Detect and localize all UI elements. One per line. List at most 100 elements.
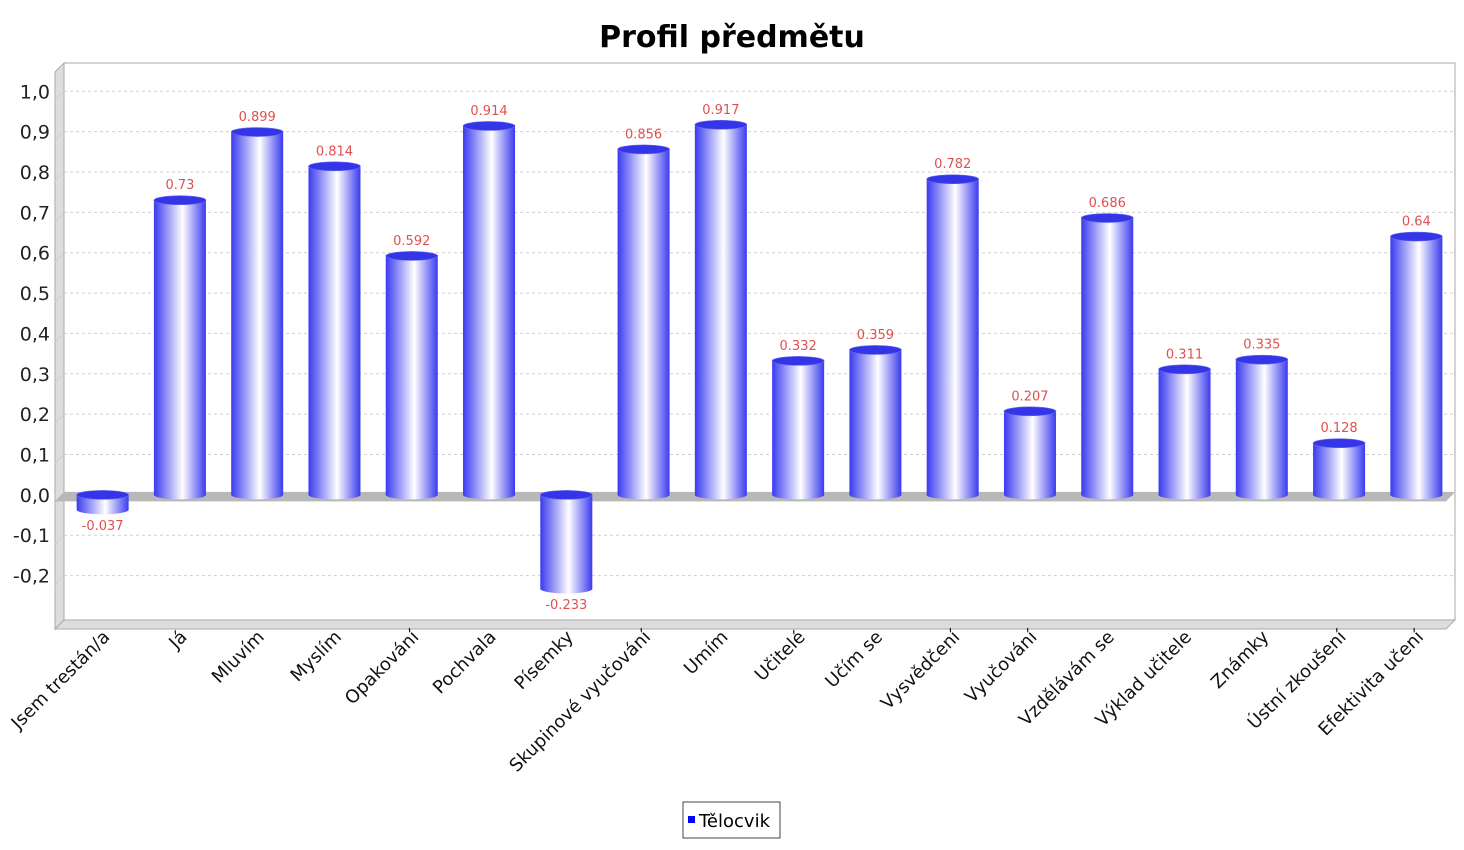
bar-body <box>231 132 284 500</box>
bars <box>76 119 1443 594</box>
bar-body <box>463 125 516 500</box>
bar-body <box>1313 443 1366 500</box>
grid-line-wall <box>54 333 65 343</box>
x-tick-label: Mluvím <box>208 627 269 688</box>
data-label: 0.335 <box>1243 338 1280 353</box>
bar-cap <box>1158 364 1211 375</box>
bar <box>308 161 361 500</box>
y-tick-label: -0,1 <box>13 525 50 547</box>
plot-floor <box>53 619 1457 630</box>
bar-cap <box>385 251 439 261</box>
y-tick-label: 0,7 <box>20 202 50 224</box>
bar <box>771 356 825 500</box>
bar <box>694 119 748 500</box>
x-tick-label: Vysvědčení <box>877 626 965 714</box>
bar-cap <box>1312 438 1366 449</box>
bar-body <box>153 200 206 500</box>
bar-body <box>1081 217 1134 500</box>
bar-body <box>772 360 825 500</box>
data-label: 0.73 <box>165 178 194 193</box>
data-label: 0.914 <box>470 104 507 119</box>
plot-frame <box>53 61 1457 631</box>
y-tick-label: 0,2 <box>20 404 50 426</box>
bar-cap <box>694 119 748 130</box>
data-label: 0.814 <box>316 144 353 159</box>
data-label: 0.359 <box>857 328 894 343</box>
legend-label: Tělocvik <box>698 811 771 832</box>
grid-line-wall <box>54 575 65 585</box>
x-tick-label: Opakování <box>341 626 424 709</box>
bar-cap <box>153 195 207 206</box>
x-tick-label: Skupinové vyučování <box>505 626 655 776</box>
x-tick-label: Vyučování <box>961 626 1042 707</box>
data-label: 0.782 <box>934 157 971 172</box>
bar-body <box>926 179 979 500</box>
grid-line-wall <box>54 252 65 263</box>
data-labels: -0.037 0.73 0.899 0.814 0.592 0.914 -0.233 0.85… <box>82 103 1431 613</box>
plot-area <box>63 62 1456 621</box>
bar <box>1080 213 1134 500</box>
y-tick-label: 0,1 <box>20 445 50 467</box>
data-label: 0.128 <box>1320 421 1357 436</box>
y-tick-label: 0,4 <box>20 323 50 345</box>
bar-cap <box>849 345 902 355</box>
bar <box>1003 406 1057 500</box>
data-label: 0.207 <box>1011 389 1048 404</box>
x-tick-label: Myslím <box>287 627 346 686</box>
bar-body <box>1235 359 1288 500</box>
bar <box>926 174 979 500</box>
y-axis: -0,2 -0,1 0,0 0,1 0,2 0,3 0,4 0,5 0,6 0,7 0,8 0,9 1,… <box>13 81 50 587</box>
bar <box>230 127 284 500</box>
grid-line-wall <box>54 90 65 101</box>
grid-line-wall <box>54 292 65 303</box>
bar <box>76 490 129 515</box>
y-tick-label: 0,6 <box>20 243 50 265</box>
data-label: -0.233 <box>545 598 587 613</box>
bar-cap <box>1003 406 1057 417</box>
grid-line-wall <box>54 211 65 222</box>
bar <box>385 251 439 500</box>
bar-cap <box>308 161 361 172</box>
x-tick-label: Známky <box>1207 626 1274 693</box>
data-label: -0.037 <box>82 519 124 534</box>
grid-line-wall <box>54 454 65 464</box>
bar-cap <box>1235 354 1289 365</box>
x-tick-label: Umím <box>680 627 733 680</box>
bar-body <box>385 255 438 500</box>
legend-marker <box>688 816 695 823</box>
bar-cap <box>1390 231 1443 242</box>
bar <box>462 121 516 500</box>
x-tick-label: Já <box>164 627 191 654</box>
bar <box>153 195 207 500</box>
y-tick-label: 1,0 <box>20 81 50 103</box>
bar-body <box>308 166 361 500</box>
data-label: 0.311 <box>1166 347 1203 362</box>
bar-cap <box>617 144 670 155</box>
bar <box>540 490 593 594</box>
plot-left-wall <box>54 61 65 631</box>
data-label: 0.332 <box>780 339 817 354</box>
bar <box>1235 354 1289 500</box>
bar-body <box>849 349 902 500</box>
data-label: 0.856 <box>625 127 662 142</box>
grid-line-wall <box>54 131 65 141</box>
data-label: 0.592 <box>393 234 430 249</box>
x-tick-label: Pochvala <box>429 627 501 699</box>
y-tick-label: 0,5 <box>20 283 50 305</box>
x-tick-label: Učitelé <box>751 627 810 686</box>
bar <box>617 144 670 500</box>
bar-body <box>540 494 593 594</box>
bar-body <box>1158 369 1211 500</box>
y-tick-label: -0,2 <box>13 566 50 588</box>
grid-line-wall <box>54 534 65 545</box>
bar <box>1312 438 1366 500</box>
data-label: 0.64 <box>1402 215 1431 230</box>
grid-line-wall <box>54 171 65 182</box>
bar <box>1390 231 1443 500</box>
y-tick-label: 0,0 <box>20 485 50 507</box>
chart-title: Profil předmětu <box>599 20 865 55</box>
y-tick-label: 0,8 <box>20 162 50 184</box>
